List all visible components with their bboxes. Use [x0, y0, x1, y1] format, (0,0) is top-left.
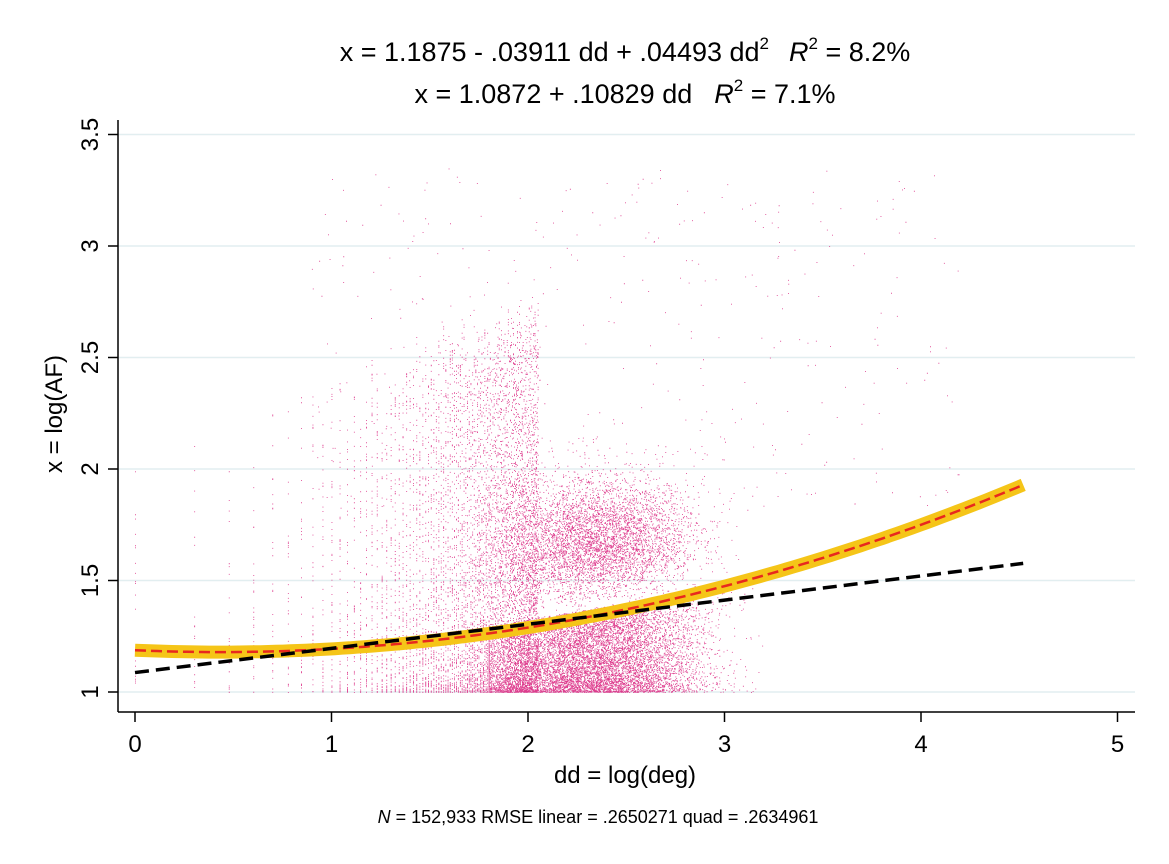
- x-tick-label-3: 3: [718, 731, 731, 758]
- fit-lines: [134, 478, 1026, 675]
- x-tick-label-4: 4: [914, 731, 927, 758]
- title-line-2: x = 1.0872 + .10829 dd R2 = 7.1%: [414, 76, 835, 109]
- title-1-r-sup: 2: [809, 34, 818, 53]
- title-1-main: x = 1.1875 - .03911 dd + .04493 dd: [340, 37, 760, 67]
- chart-title: x = 1.1875 - .03911 dd + .04493 dd2 R2 = …: [340, 34, 911, 109]
- title-2-r: R: [714, 79, 734, 109]
- y-tick-label-4: 3: [77, 239, 104, 252]
- axes: 0 1 2 3 4 5 1 1.5 2 2.5 3 3.5: [77, 118, 1135, 758]
- title-1-r: R: [789, 37, 809, 67]
- scatter-dots: [135, 168, 960, 693]
- x-tick-label-5: 5: [1111, 731, 1124, 758]
- title-2-main: x = 1.0872 + .10829 dd: [414, 79, 692, 109]
- y-tick-label-3: 2.5: [77, 341, 104, 374]
- x-axis-title: dd = log(deg): [554, 762, 696, 789]
- x-tick-label-1: 1: [325, 731, 338, 758]
- y-tick-label-1: 1.5: [77, 564, 104, 597]
- linear-fit-line: [134, 561, 1024, 675]
- note-n: N: [378, 807, 392, 827]
- x-tick-label-0: 0: [128, 731, 141, 758]
- y-tick-label-0: 1: [77, 685, 104, 698]
- y-tick-label-2: 2: [77, 462, 104, 475]
- x-tick-label-2: 2: [521, 731, 534, 758]
- title-2-r-sup: 2: [734, 76, 743, 95]
- title-1-tail: = 8.2%: [818, 37, 910, 67]
- title-2-tail: = 7.1%: [743, 79, 835, 109]
- title-1-sup: 2: [760, 34, 769, 53]
- quadratic-fit-line: [134, 483, 1024, 654]
- title-line-1: x = 1.1875 - .03911 dd + .04493 dd2 R2 = …: [340, 34, 911, 67]
- y-axis-title: x = log(AF): [41, 355, 68, 473]
- scatter-points: [135, 168, 960, 693]
- note-text: = 152,933 RMSE linear = .2650271 quad = …: [391, 807, 819, 827]
- gridlines: [118, 133, 1135, 693]
- chart-note: N = 152,933 RMSE linear = .2650271 quad …: [378, 807, 819, 827]
- y-tick-label-5: 3.5: [77, 118, 104, 151]
